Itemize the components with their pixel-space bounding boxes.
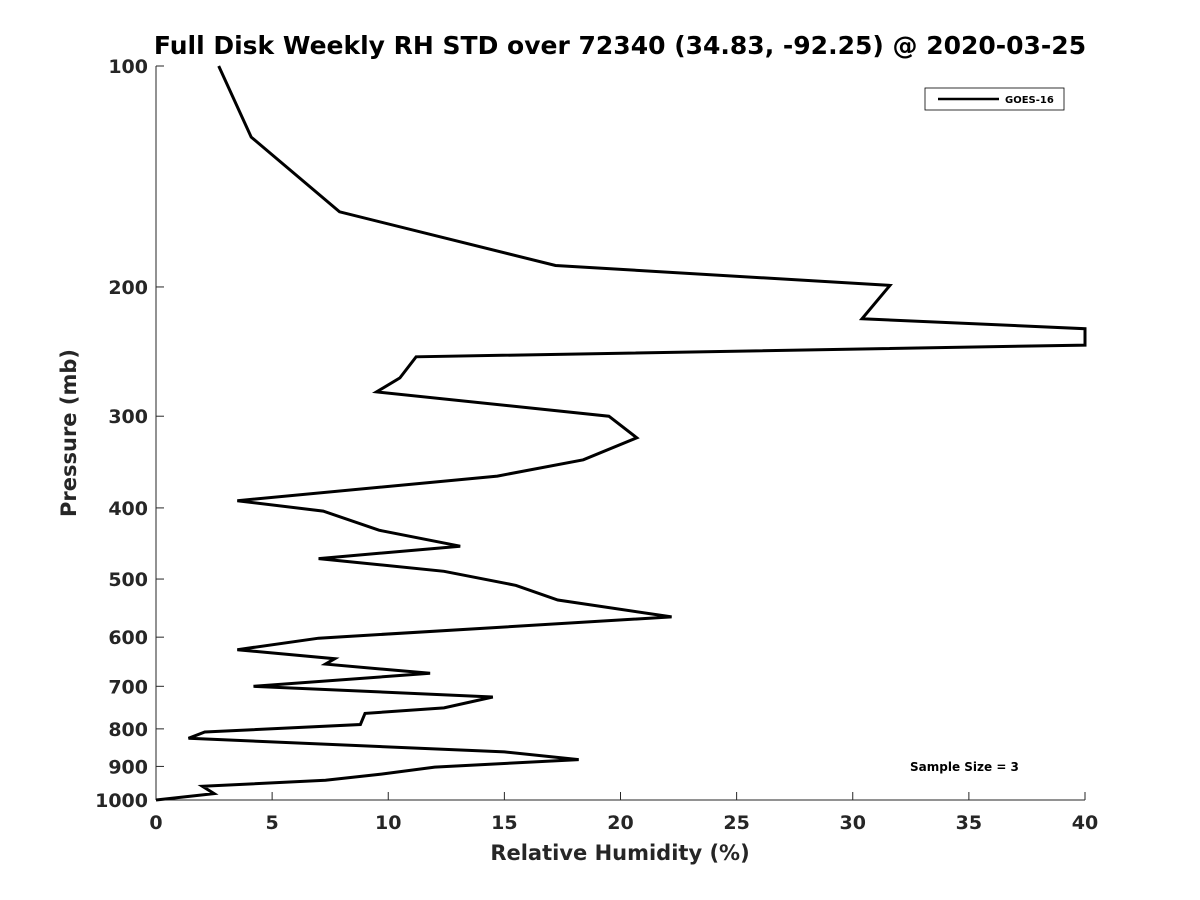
x-tick-label: 5 — [266, 812, 279, 834]
x-tick-label: 10 — [375, 812, 401, 834]
x-tick-label: 35 — [956, 812, 982, 834]
sample-size-annotation: Sample Size = 3 — [910, 760, 1019, 774]
y-tick-label: 600 — [108, 627, 148, 649]
y-tick-label: 400 — [108, 498, 148, 520]
x-tick-label: 0 — [149, 812, 162, 834]
series-line-goes-16 — [155, 65, 1087, 802]
legend-label: GOES-16 — [1005, 95, 1054, 106]
y-axis-label: Pressure (mb) — [57, 349, 81, 517]
tick-group: 0 5 10 15 20 25 30 35 40 100 200 300 400 500 600 700 800… — [95, 56, 1098, 834]
x-tick-label: 15 — [491, 812, 517, 834]
y-tick-label: 500 — [108, 569, 148, 591]
y-tick-label: 200 — [108, 277, 148, 299]
y-tick-label: 700 — [108, 676, 148, 698]
y-tick-label: 800 — [108, 719, 148, 741]
y-tick-label: 1000 — [95, 790, 148, 812]
x-tick-label: 40 — [1072, 812, 1098, 834]
x-tick-label: 25 — [723, 812, 749, 834]
legend: GOES-16 — [924, 87, 1065, 111]
y-tick-label: 100 — [108, 56, 148, 78]
y-tick-label: 300 — [108, 406, 148, 428]
x-tick-label: 30 — [840, 812, 866, 834]
chart-title: Full Disk Weekly RH STD over 72340 (34.8… — [154, 31, 1086, 60]
series-group — [155, 65, 1087, 802]
x-tick-label: 20 — [607, 812, 633, 834]
y-tick-label: 900 — [108, 756, 148, 778]
x-axis-label: Relative Humidity (%) — [490, 841, 749, 865]
